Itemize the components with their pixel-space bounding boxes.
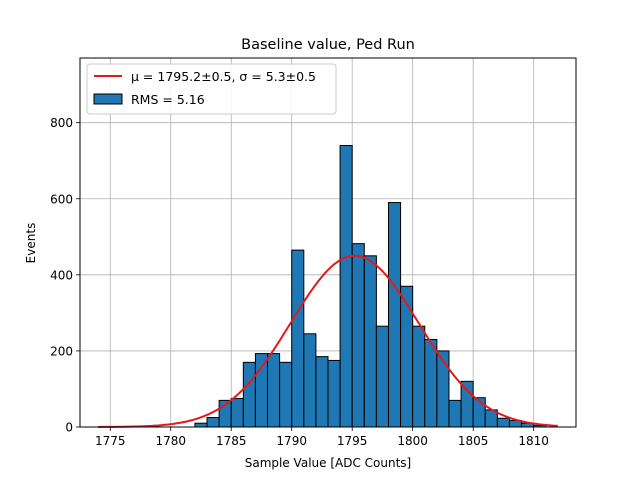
histogram-bar [339, 144, 353, 428]
histogram-bar [375, 325, 389, 428]
y-tick-label: 0 [65, 421, 73, 435]
x-tick-label: 1805 [458, 434, 489, 448]
histogram-bar [242, 361, 256, 428]
histogram-bar [315, 356, 329, 428]
x-tick-label: 1780 [155, 434, 186, 448]
chart-title: Baseline value, Ped Run [241, 37, 415, 53]
histogram-bars [194, 144, 547, 428]
x-tick-label: 1800 [397, 434, 428, 448]
legend: μ = 1795.2±0.5, σ = 5.3±0.5 RMS = 5.16 [86, 63, 337, 115]
y-tick-label: 600 [50, 192, 73, 206]
histogram-bar [206, 416, 220, 428]
histogram-bar [496, 417, 510, 428]
histogram-bar [230, 397, 244, 428]
histogram-bar [424, 339, 438, 428]
histogram-bar [279, 361, 293, 428]
histogram-bar [291, 249, 305, 428]
y-tick-label: 800 [50, 116, 73, 130]
histogram-bar [363, 255, 377, 428]
y-tick-label: 200 [50, 344, 73, 358]
x-tick-label: 1810 [518, 434, 549, 448]
x-tick-label: 1785 [216, 434, 247, 448]
histogram-bar [460, 380, 474, 428]
histogram-bar [194, 422, 208, 428]
histogram-bar [448, 399, 462, 428]
x-tick-label: 1775 [95, 434, 126, 448]
y-tick-label: 400 [50, 268, 73, 282]
gaussian-fit-curve [98, 254, 558, 428]
x-axis-ticks: 1775 1780 1785 1790 1795 1800 1805 1810 [95, 427, 549, 448]
histogram-bar [387, 202, 402, 428]
histogram-bar [327, 359, 341, 428]
legend-box [86, 63, 337, 115]
y-axis-label: Events [24, 223, 38, 264]
legend-hist-swatch-icon [93, 93, 123, 105]
histogram-bar [303, 333, 317, 428]
histogram-bar [254, 353, 269, 428]
axes-frame [79, 57, 577, 428]
y-axis-ticks: 0 200 400 600 800 [50, 116, 80, 435]
plot-area: 1775 1780 1785 1790 1795 1800 1805 1810 0 200 400… [50, 57, 577, 448]
histogram-bar [400, 285, 414, 428]
histogram-bar [351, 243, 365, 428]
x-tick-label: 1790 [276, 434, 307, 448]
legend-fit-label: μ = 1795.2±0.5, σ = 5.3±0.5 [131, 69, 316, 84]
x-axis-label: Sample Value [ADC Counts] [245, 456, 411, 470]
histogram-bar [267, 353, 281, 428]
histogram-bar [412, 325, 426, 428]
legend-hist-label: RMS = 5.16 [131, 92, 205, 107]
x-tick-label: 1795 [337, 434, 368, 448]
